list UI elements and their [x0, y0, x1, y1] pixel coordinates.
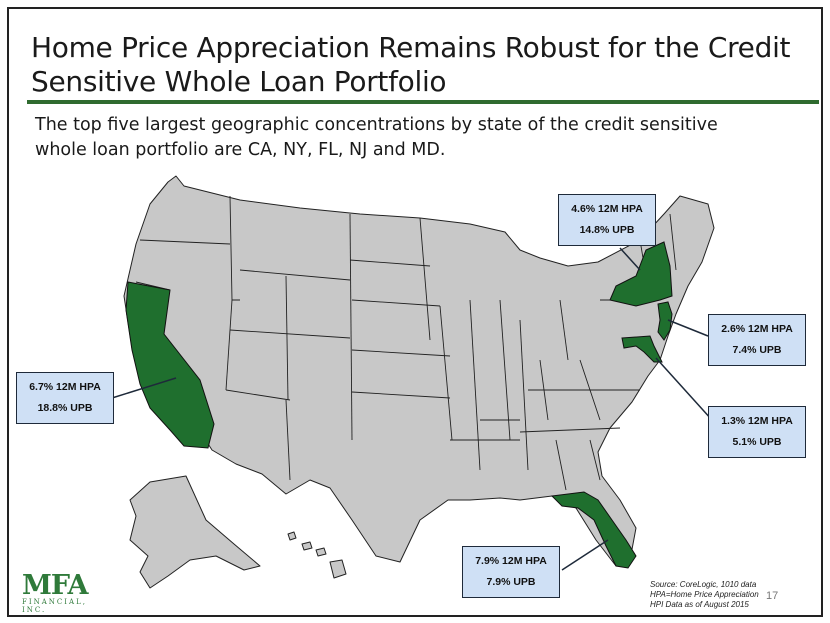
new-jersey-state [657, 301, 673, 341]
leader-md [655, 357, 713, 421]
subtitle-line-1: The top five largest geographic concentr… [35, 115, 718, 135]
callout-leader-lines [111, 247, 713, 571]
leader-ca [111, 377, 177, 399]
hawaii-shape [287, 531, 297, 541]
slide-subtitle: The top five largest geographic concentr… [35, 113, 795, 163]
nj-hpa-label: 2.6% 12M HPA [721, 323, 793, 335]
page-number: 17 [766, 590, 779, 602]
callout-california: 6.7% 12M HPA 18.8% UPB [16, 372, 114, 424]
callout-florida: 7.9% 12M HPA 7.9% UPB [462, 546, 560, 598]
source-note: Source: CoreLogic, 1010 data HPA=Home Pr… [650, 580, 770, 610]
source-line-2: HPA=Home Price Appreciation [650, 590, 759, 599]
leader-ny [619, 247, 641, 271]
leader-fl [561, 539, 609, 571]
logo-mark: MFA [22, 570, 88, 601]
hawaii-shape-3 [315, 547, 327, 557]
subtitle-line-2: whole loan portfolio are CA, NY, FL, NJ … [35, 140, 446, 160]
highlighted-states [125, 241, 673, 569]
md-hpa-label: 1.3% 12M HPA [721, 415, 793, 427]
hawaii-shape-2 [301, 541, 313, 551]
new-york-state [609, 241, 673, 307]
slide-title: Home Price Appreciation Remains Robust f… [31, 31, 791, 99]
md-upb-label: 5.1% UPB [732, 436, 782, 448]
maryland-state [621, 335, 663, 363]
title-line-1: Home Price Appreciation Remains Robust f… [31, 31, 791, 64]
us-mainland-shape [123, 175, 715, 567]
title-divider [27, 100, 819, 104]
state-borders [135, 195, 677, 491]
source-line-1: Source: CoreLogic, 1010 data [650, 580, 757, 589]
callout-new-york: 4.6% 12M HPA 14.8% UPB [558, 194, 656, 246]
ca-upb-label: 18.8% UPB [37, 402, 93, 414]
nj-upb-label: 7.4% UPB [732, 344, 782, 356]
title-line-2: Sensitive Whole Loan Portfolio [31, 65, 447, 98]
alaska-shape [129, 475, 261, 589]
leader-nj [667, 319, 709, 337]
florida-state [550, 491, 637, 569]
callout-new-jersey: 2.6% 12M HPA 7.4% UPB [708, 314, 806, 366]
callout-maryland: 1.3% 12M HPA 5.1% UPB [708, 406, 806, 458]
logo-subtext: FINANCIAL, INC. [22, 598, 87, 614]
california-state [125, 281, 215, 449]
fl-hpa-label: 7.9% 12M HPA [475, 555, 547, 567]
fl-upb-label: 7.9% UPB [486, 576, 536, 588]
source-line-3: HPI Data as of August 2015 [650, 600, 749, 609]
ny-hpa-label: 4.6% 12M HPA [571, 203, 643, 215]
ny-upb-label: 14.8% UPB [579, 224, 635, 236]
ca-hpa-label: 6.7% 12M HPA [29, 381, 101, 393]
mfa-logo: MFA FINANCIAL, INC. [22, 570, 112, 615]
hawaii-shape-4 [329, 559, 347, 579]
